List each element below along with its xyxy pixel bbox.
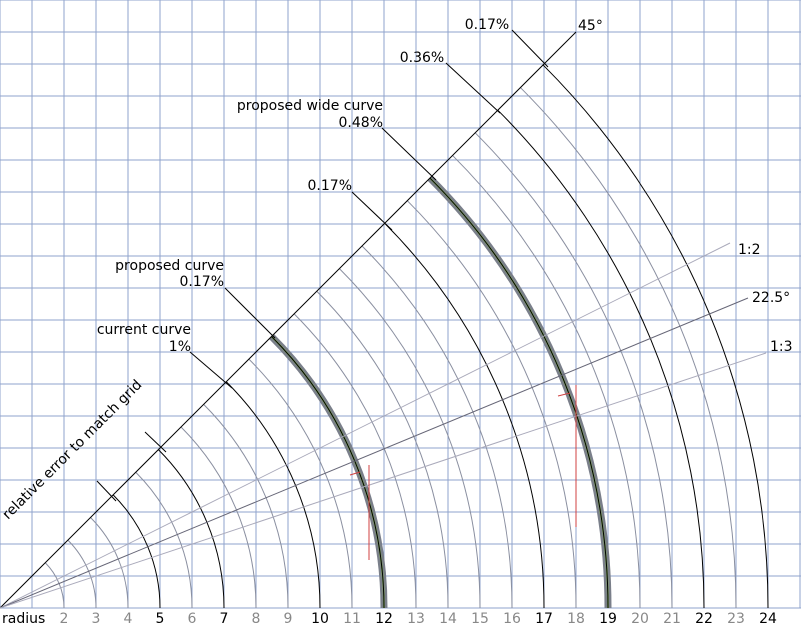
radius-tick-label: 3 xyxy=(92,611,101,627)
radius-tick-label: 20 xyxy=(631,611,649,627)
radius-tick-label: 4 xyxy=(124,611,133,627)
radius-tick-label: 23 xyxy=(727,611,745,627)
radius-tick-label: 2 xyxy=(60,611,69,627)
radius-tick-label: 16 xyxy=(503,611,521,627)
radius-tick-label: 17 xyxy=(535,611,553,627)
radius-tick-label: 13 xyxy=(407,611,425,627)
line-1-3 xyxy=(0,352,767,609)
line-1-2 xyxy=(0,242,731,609)
radius-tick-label: 9 xyxy=(284,611,293,627)
radius-tick-label: 11 xyxy=(343,611,361,627)
angle-label: 1:2 xyxy=(738,242,761,258)
line-45 xyxy=(0,31,577,609)
angle-label: 45° xyxy=(578,18,603,34)
radius-tick-label: 21 xyxy=(663,611,681,627)
radius-tick-label: 6 xyxy=(188,611,197,627)
radius-tick-label: 18 xyxy=(567,611,585,627)
annotation: proposed curve xyxy=(115,258,224,274)
annotation: 0.17% xyxy=(465,17,509,33)
annotation: 1% xyxy=(169,339,191,355)
angle-label: 22.5° xyxy=(752,290,790,306)
annotation: proposed wide curve xyxy=(237,98,383,114)
line-22-5 xyxy=(0,297,749,609)
radius-tick-label: 14 xyxy=(439,611,457,627)
radius-tick-label: 12 xyxy=(375,611,393,627)
radius-tick-label: 5 xyxy=(156,611,165,627)
annotation: 0.48% xyxy=(339,115,383,131)
radius-tick-label: 22 xyxy=(695,611,713,627)
annotation: 0.17% xyxy=(308,178,352,194)
radius-tick-label: 15 xyxy=(471,611,489,627)
radius-tick-label: 24 xyxy=(759,611,777,627)
side-label: relative error to match grid xyxy=(0,377,145,523)
leaders xyxy=(96,29,549,502)
radius-tick-label: 19 xyxy=(599,611,617,627)
radius-tick-label: 10 xyxy=(311,611,329,627)
radius-tick-label: 8 xyxy=(252,611,261,627)
annotation: current curve xyxy=(97,322,191,338)
grid xyxy=(0,0,801,609)
markers xyxy=(349,385,577,560)
annotation: 0.36% xyxy=(400,50,444,66)
angle-label: 1:3 xyxy=(770,339,793,355)
radius-tick-label: 7 xyxy=(220,611,229,627)
axis-label: radius xyxy=(2,611,45,627)
annotation: 0.17% xyxy=(180,274,224,290)
